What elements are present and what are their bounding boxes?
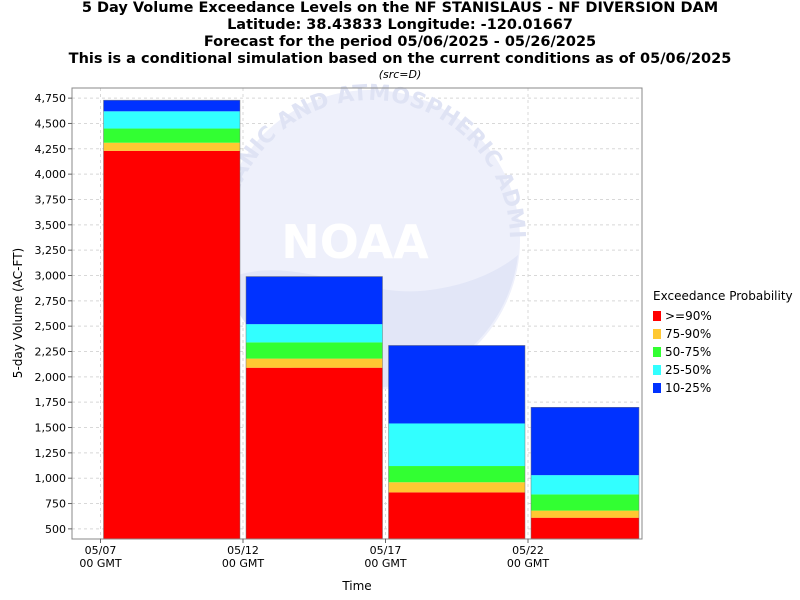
bar-segment-5 (531, 407, 639, 476)
y-tick-label: 1,500 (35, 422, 67, 435)
bar-segment-3 (388, 466, 525, 483)
bar-segment-2 (531, 510, 639, 518)
y-axis: 500 750 1,000 1,250 1,500 1,750 2,000 2,250 2,50… (35, 92, 72, 536)
y-tick-label: 750 (45, 498, 66, 511)
y-tick-label: 3,500 (35, 219, 67, 232)
bar-segment-5 (103, 100, 240, 112)
x-tick-label: 05/17 00 GMT (364, 544, 407, 570)
x-tick-label: 05/12 00 GMT (222, 544, 265, 570)
x-tick-label: 05/07 00 GMT (79, 544, 122, 570)
y-tick-label: 4,000 (35, 168, 67, 181)
legend-item: 75-90% (653, 325, 793, 343)
chart-title-line-2: Latitude: 38.43833 Longitude: -120.01667 (227, 17, 573, 33)
y-tick-label: 2,250 (35, 346, 67, 359)
plot-frame (71, 87, 643, 540)
y-tick-label: 2,000 (35, 371, 67, 384)
y-tick-label: 3,750 (35, 193, 67, 206)
legend: Exceedance Probability >=90% 75-90% 50-75%… (653, 289, 793, 397)
chart-title-line-3: Forecast for the period 05/06/2025 - 05/… (203, 34, 597, 50)
y-tick-label: 1,250 (35, 447, 67, 460)
chart-title-block: 5 Day Volume Exceedance Levels on the NF… (0, 0, 800, 82)
bar-stack-group (103, 99, 640, 540)
y-tick-label: 1,000 (35, 472, 67, 485)
y-tick-label: 1,750 (35, 396, 67, 409)
x-axis-label: Time (341, 579, 371, 593)
y-axis-label: 5-day Volume (AC-FT) (11, 248, 25, 378)
legend-label: 10-25% (665, 381, 712, 395)
legend-item: 50-75% (653, 343, 793, 361)
source-label: (src=D) (378, 68, 422, 81)
x-tick-label: 05/22 00 GMT (507, 544, 550, 570)
y-tick-label: 2,500 (35, 320, 67, 333)
bar-segment-4 (388, 423, 525, 467)
y-tick-label: 4,250 (35, 143, 67, 156)
bar-segment-2 (103, 142, 240, 151)
legend-swatch (653, 365, 661, 375)
legend-swatch (653, 347, 661, 357)
y-tick-label: 4,500 (35, 117, 67, 130)
legend-swatch (653, 311, 661, 321)
bar-segment-4 (246, 324, 383, 343)
chart-title-line-1: 5 Day Volume Exceedance Levels on the NF… (81, 0, 719, 16)
legend-swatch (653, 329, 661, 339)
y-tick-label: 3,000 (35, 269, 67, 282)
legend-item: 25-50% (653, 361, 793, 379)
bar-segment-2 (246, 358, 383, 368)
legend-label: >=90% (665, 309, 712, 323)
x-axis: 05/07 00 GMT 05/12 00 GMT 05/17 00 GMT 05/22 00… (79, 539, 549, 570)
bar-segment-4 (531, 475, 639, 495)
bar-segment-4 (103, 111, 240, 129)
bar-segment-5 (246, 276, 383, 325)
legend-label: 50-75% (665, 345, 712, 359)
y-tick-label: 3,250 (35, 244, 67, 257)
legend-label: 25-50% (665, 363, 712, 377)
bar-segment-1 (388, 492, 525, 539)
legend-item: 10-25% (653, 379, 793, 397)
legend-title: Exceedance Probability (653, 289, 793, 303)
bar-segment-3 (103, 128, 240, 143)
bar-segment-1 (103, 150, 240, 540)
bar-segment-3 (531, 494, 639, 511)
bar-segment-5 (388, 345, 525, 424)
bar-segment-2 (388, 482, 525, 493)
chart-title-line-4: This is a conditional simulation based o… (68, 51, 732, 67)
y-tick-label: 2,750 (35, 295, 67, 308)
legend-item: >=90% (653, 307, 793, 325)
bar-segment-1 (531, 517, 639, 539)
y-tick-label: 4,750 (35, 92, 67, 105)
y-tick-label: 500 (45, 523, 66, 536)
bar-segment-3 (246, 342, 383, 359)
noaa-wordmark: NOAA (281, 215, 429, 269)
legend-swatch (653, 383, 661, 393)
legend-label: 75-90% (665, 327, 712, 341)
bar-segment-1 (246, 367, 383, 539)
